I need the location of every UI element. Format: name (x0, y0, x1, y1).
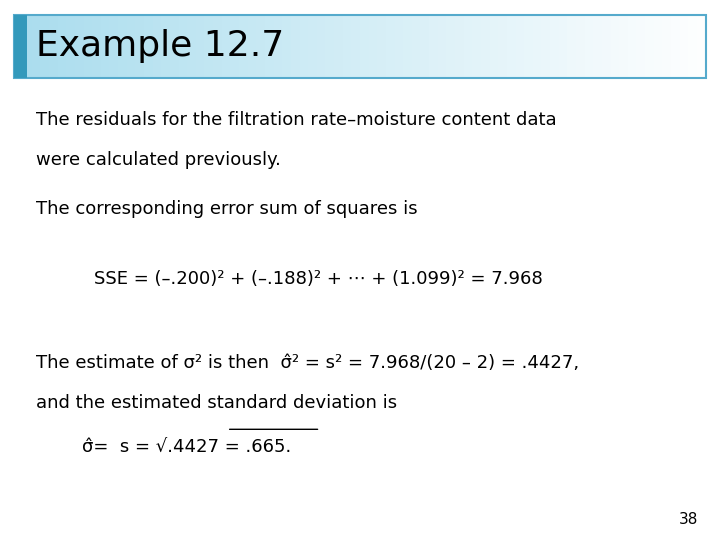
Bar (636, 15, 647, 78)
Bar (343, 15, 353, 78)
Bar (369, 15, 379, 78)
Bar (464, 15, 474, 78)
Bar (75, 15, 85, 78)
Bar (429, 15, 439, 78)
Bar (498, 15, 508, 78)
Bar (490, 15, 500, 78)
Bar (420, 15, 431, 78)
Bar (196, 15, 206, 78)
Bar (92, 15, 102, 78)
Bar (179, 15, 189, 78)
Bar (14, 15, 27, 78)
Bar (187, 15, 197, 78)
Text: Example 12.7: Example 12.7 (36, 30, 284, 63)
Text: were calculated previously.: were calculated previously. (36, 151, 281, 169)
Text: The corresponding error sum of squares is: The corresponding error sum of squares i… (36, 200, 418, 218)
Bar (40, 15, 50, 78)
Text: SSE = (–.200)² + (–.188)² + ⋯ + (1.099)² = 7.968: SSE = (–.200)² + (–.188)² + ⋯ + (1.099)²… (94, 270, 542, 288)
Bar (438, 15, 448, 78)
Bar (334, 15, 344, 78)
Bar (49, 15, 59, 78)
Text: 38: 38 (679, 511, 698, 526)
Bar (153, 15, 163, 78)
Bar (697, 15, 707, 78)
Bar (135, 15, 145, 78)
Bar (524, 15, 534, 78)
Bar (567, 15, 577, 78)
Bar (282, 15, 292, 78)
Bar (248, 15, 258, 78)
Text: The estimate of σ² is then  σ̂² = s² = 7.968/(20 – 2) = .4427,: The estimate of σ² is then σ̂² = s² = 7.… (36, 354, 579, 372)
Bar (481, 15, 491, 78)
Bar (585, 15, 595, 78)
Bar (161, 15, 171, 78)
Bar (516, 15, 526, 78)
Bar (265, 15, 275, 78)
Bar (559, 15, 569, 78)
Bar (127, 15, 137, 78)
Bar (688, 15, 698, 78)
Bar (170, 15, 180, 78)
Bar (58, 15, 68, 78)
Bar (446, 15, 456, 78)
Bar (109, 15, 120, 78)
Bar (593, 15, 603, 78)
Bar (602, 15, 612, 78)
Bar (611, 15, 621, 78)
Bar (222, 15, 232, 78)
Bar (204, 15, 215, 78)
Bar (386, 15, 396, 78)
Bar (671, 15, 681, 78)
Bar (472, 15, 482, 78)
Bar (351, 15, 361, 78)
Bar (118, 15, 128, 78)
Bar (550, 15, 560, 78)
Bar (274, 15, 284, 78)
Bar (256, 15, 266, 78)
Bar (619, 15, 629, 78)
Bar (308, 15, 318, 78)
Bar (507, 15, 517, 78)
Bar (101, 15, 111, 78)
Bar (654, 15, 664, 78)
Bar (84, 15, 94, 78)
Bar (317, 15, 327, 78)
Bar (645, 15, 655, 78)
Bar (662, 15, 672, 78)
Bar (541, 15, 552, 78)
Bar (239, 15, 249, 78)
Bar (144, 15, 154, 78)
Bar (325, 15, 336, 78)
Bar (412, 15, 422, 78)
Bar (377, 15, 387, 78)
Bar (291, 15, 301, 78)
Bar (455, 15, 465, 78)
Bar (680, 15, 690, 78)
Bar (395, 15, 405, 78)
Bar (32, 15, 42, 78)
Bar (66, 15, 76, 78)
Bar (533, 15, 543, 78)
Text: The residuals for the filtration rate–moisture content data: The residuals for the filtration rate–mo… (36, 111, 557, 129)
Bar (300, 15, 310, 78)
Text: σ̂=  s = √.4427 = .665.: σ̂= s = √.4427 = .665. (36, 437, 292, 455)
Bar (213, 15, 223, 78)
Bar (360, 15, 370, 78)
Bar (403, 15, 413, 78)
Bar (628, 15, 638, 78)
Text: and the estimated standard deviation is: and the estimated standard deviation is (36, 394, 397, 412)
Bar (14, 15, 24, 78)
Bar (230, 15, 240, 78)
Bar (23, 15, 33, 78)
Bar (576, 15, 586, 78)
